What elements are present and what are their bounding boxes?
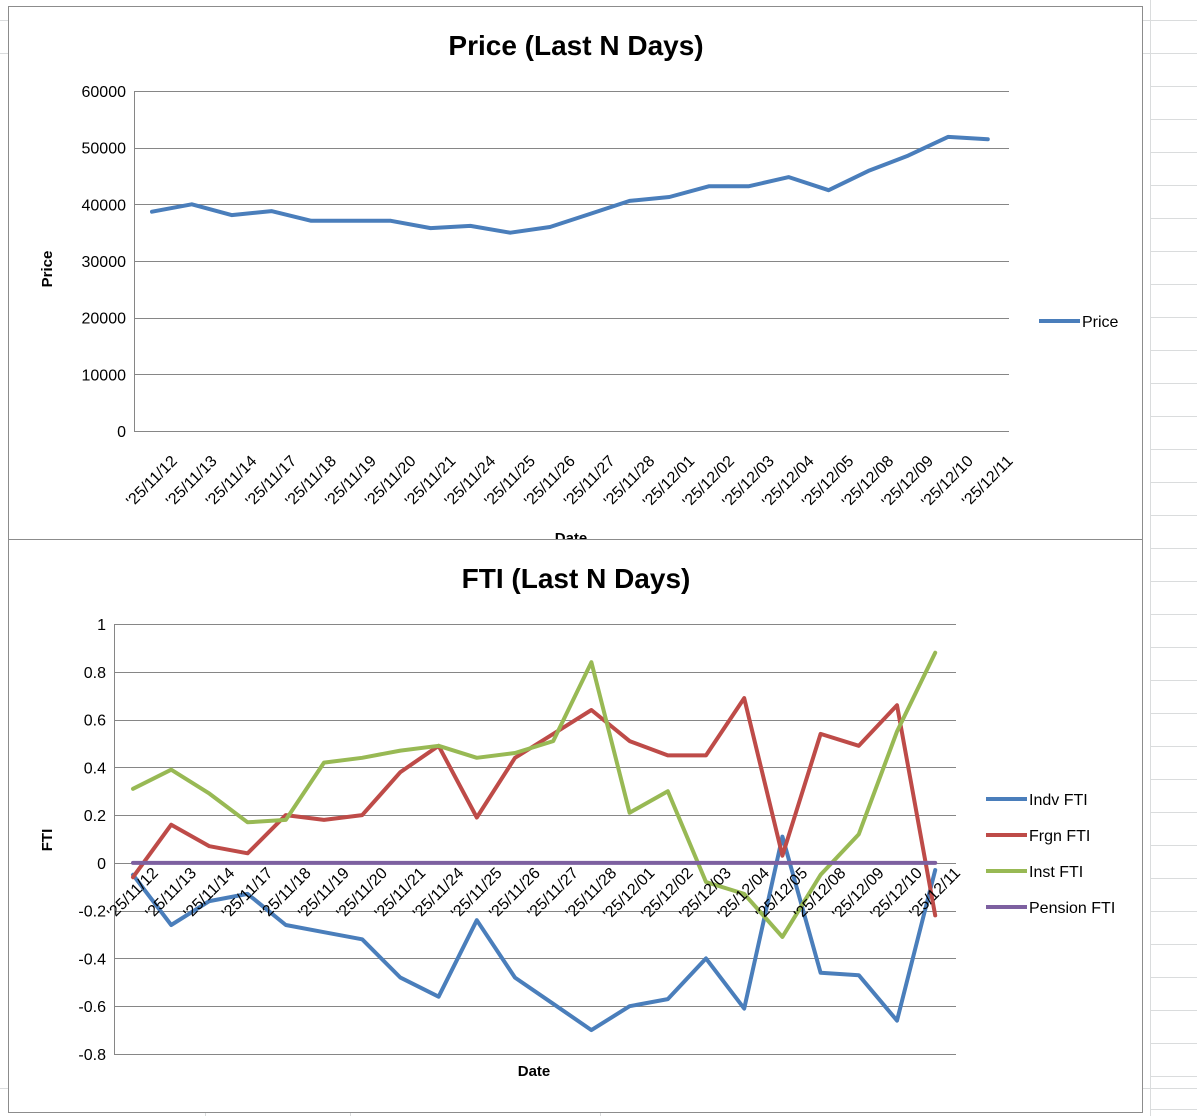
fti-series-line-inst-fti[interactable] (131, 650, 938, 939)
fti-y-tick-label: 0.4 (84, 760, 106, 777)
price-y-tick-label: 40000 (82, 197, 127, 214)
price-y-tick-label: 10000 (82, 367, 127, 384)
fti-chart-title: FTI (Last N Days) (462, 563, 691, 594)
fti-y-tick-label: 1 (97, 617, 106, 634)
fti-y-tick-label: -0.8 (78, 1047, 106, 1064)
fti-y-tick-label: 0 (97, 856, 106, 873)
fti-legend-label-pension: Pension FTI (1029, 900, 1115, 917)
fti-chart[interactable]: FTI (Last N Days) -0.8 -0.6 -0.4 -0.2 0 0.2 0.… (8, 539, 1143, 1113)
price-legend-label: Price (1082, 314, 1119, 331)
price-legend[interactable]: Price (1039, 314, 1119, 331)
fti-y-tick-label: 0.8 (84, 665, 106, 682)
fti-y-tick-label: -0.4 (78, 951, 106, 968)
fti-legend-label-frgn: Frgn FTI (1029, 828, 1090, 845)
price-y-axis-label: Price (39, 251, 56, 288)
price-series-group (150, 134, 990, 235)
price-y-tick-label: 0 (117, 424, 126, 441)
price-series-line-price[interactable] (150, 134, 990, 235)
fti-y-tick-label: -0.2 (78, 904, 106, 921)
price-y-tick-label: 30000 (82, 254, 127, 271)
fti-y-axis-label: FTI (39, 829, 56, 852)
fti-y-tick-label: 0.2 (84, 808, 106, 825)
price-y-tick-label: 20000 (82, 311, 127, 328)
price-y-tick-label: 60000 (82, 84, 127, 101)
fti-legend-label-indv: Indv FTI (1029, 792, 1088, 809)
price-y-tick-label: 50000 (82, 141, 127, 158)
fti-x-tick-labels: '25/11/12'25/11/13'25/11/14'25/11/17'25/… (104, 865, 964, 923)
price-chart[interactable]: Price (Last N Days) 0 10000 20000 30000 4000… (8, 6, 1143, 542)
fti-x-axis-label: Date (518, 1063, 551, 1080)
fti-y-tick-label: 0.6 (84, 713, 106, 730)
price-x-tick-labels: '25/11/12'25/11/13'25/11/14'25/11/17'25/… (123, 453, 1016, 511)
price-y-tick-labels: 0 10000 20000 30000 40000 50000 60000 (82, 84, 127, 441)
price-chart-title: Price (Last N Days) (448, 30, 703, 61)
fti-series-line-indv-fti[interactable] (131, 834, 938, 1033)
fti-legend-label-inst: Inst FTI (1029, 864, 1083, 881)
fti-legend[interactable]: Indv FTI Frgn FTI Inst FTI Pension FTI (986, 792, 1115, 917)
price-gridlines (134, 91, 1009, 432)
fti-y-tick-labels: -0.8 -0.6 -0.4 -0.2 0 0.2 0.4 0.6 0.8 1 (78, 617, 106, 1064)
price-x-axis-label: Date (555, 530, 588, 542)
fti-series-group (131, 650, 938, 1033)
fti-y-tick-label: -0.6 (78, 999, 106, 1016)
